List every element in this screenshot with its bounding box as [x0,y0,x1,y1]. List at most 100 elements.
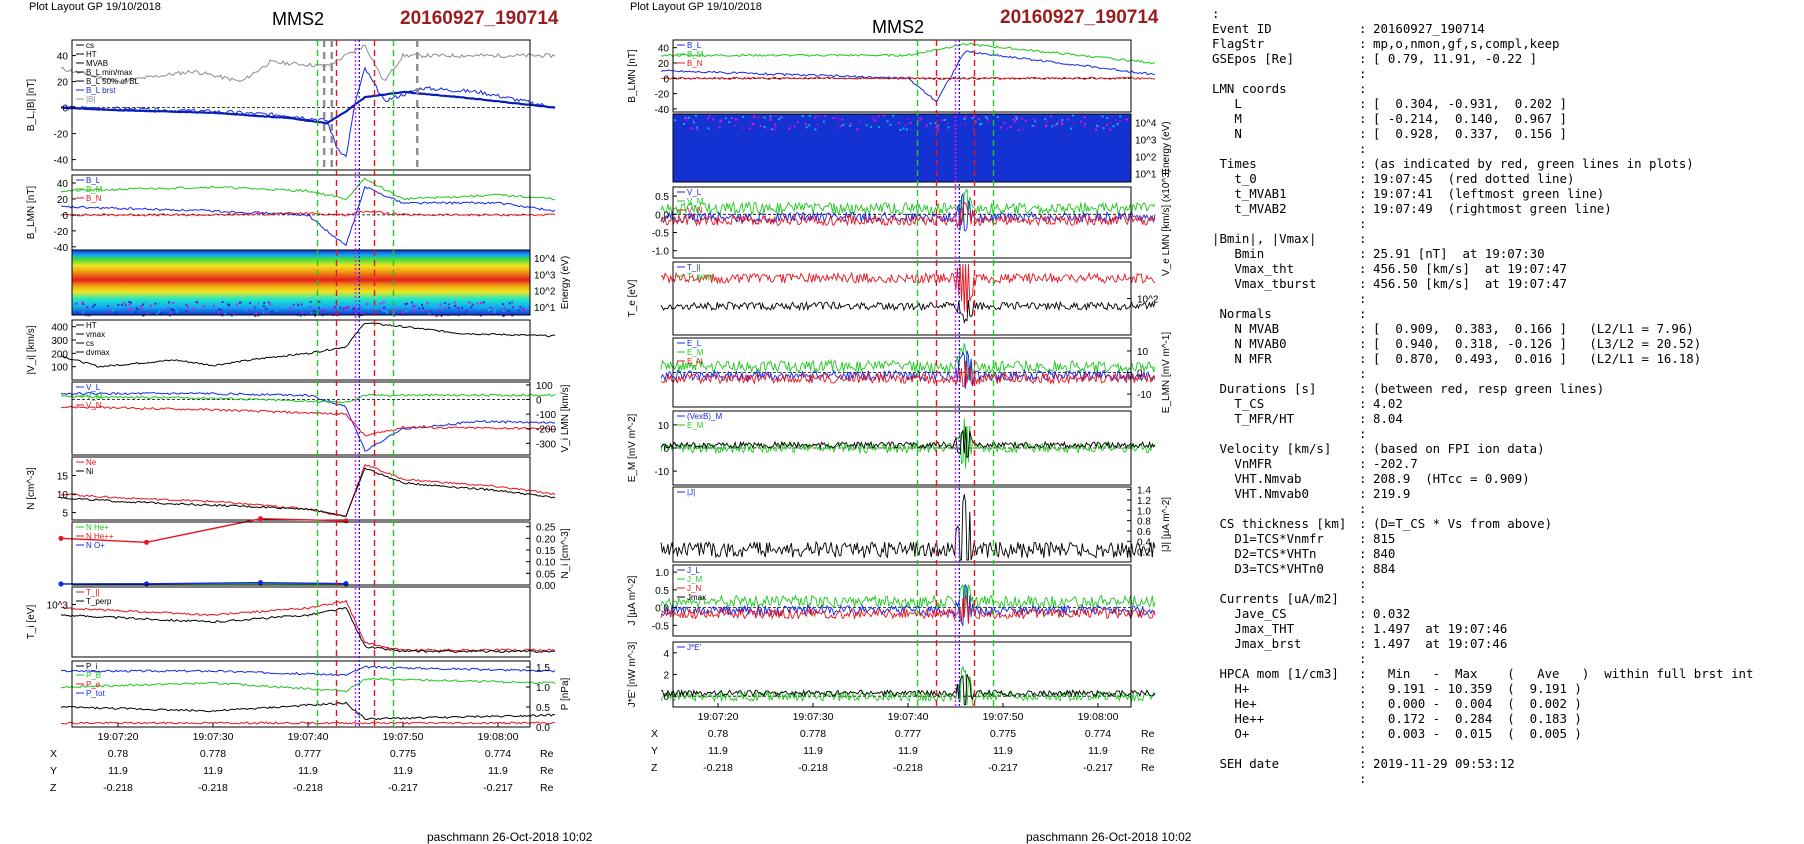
spectrogram-pixel [222,301,224,303]
spectrogram-pixel [1015,116,1017,118]
position-value: 11.9 [708,745,728,757]
spectrogram-pixel [674,119,676,121]
spectrogram-pixel [170,312,172,314]
legend-label: J_N [687,584,701,593]
spectrogram-pixel [375,307,377,309]
position-row-label: Z [50,782,57,794]
spectrogram-pixel [221,309,223,311]
info-value: 19:07:41 (leftmost green line) [1373,186,1604,201]
spectrogram-pixel [936,126,938,128]
spectrogram-pixel [818,115,820,117]
spectrogram-pixel [296,302,298,304]
legend-label: E_M [687,421,704,430]
y-tick-label: -20 [54,130,69,141]
spectrogram-pixel [857,128,859,130]
position-unit: Re [540,765,554,777]
info-colon: : [1359,651,1366,666]
info-key: CS thickness [km] [1212,516,1346,531]
spectrogram-pixel [390,311,392,313]
spectrogram-pixel [798,119,800,121]
spectrogram-pixel [270,303,272,305]
spectrogram-pixel [418,307,420,309]
energy-tick-label: 10^3 [1135,136,1157,147]
spectrogram-pixel [905,124,907,126]
panel-frame [72,320,530,380]
spectrogram-pixel [218,308,220,310]
y-tick-label: 1.0 [655,568,669,579]
spectrogram-pixel [775,114,777,116]
spectrogram-pixel [131,308,133,310]
spectrogram-pixel [225,302,227,304]
y-tick-label: 10 [1137,347,1149,358]
info-key: Jave_CS [1212,606,1287,621]
y-tick-label: 0 [663,74,669,85]
spectrogram-pixel [422,307,424,309]
spectrogram-pixel [980,123,982,125]
info-key: Jmax_brst [1212,636,1302,651]
spectrogram-pixel [504,307,506,309]
legend-label: N O+ [86,541,105,550]
series-ni-line [61,468,555,517]
panel-frame [72,382,530,455]
info-key: Vmax_tburst [1212,276,1316,291]
info-key: Event ID [1212,21,1272,36]
spectrogram-pixel [426,302,428,304]
position-value: 0.778 [200,748,226,760]
legend-label: HT [86,321,97,330]
info-value: 20160927_190714 [1373,21,1485,36]
info-value: [ 0.909, 0.383, 0.166 ] (L2/L1 = 7.96) [1373,321,1694,336]
spectrogram-pixel [421,304,423,306]
spectrogram-pixel [849,117,851,119]
info-value: Min - Max ( Ave ) within full brst int [1373,666,1753,681]
spectrogram-pixel [1032,125,1034,127]
spectrogram-pixel [742,116,744,118]
info-colon: : [1359,216,1366,231]
spectrogram-pixel [342,309,344,311]
y-tick-label: 400 [51,323,68,334]
spectrogram-pixel [883,117,885,119]
spectrogram-pixel [405,303,407,305]
spectrogram-pixel [254,307,256,309]
spectrogram-pixel [711,115,713,117]
trace-black-line [661,427,1155,458]
spectrogram-pixel [121,304,123,306]
spectrogram-pixel [490,311,492,313]
spectrogram-pixel [361,312,363,314]
spectrogram-pixel [873,116,875,118]
spectrogram-pixel [128,308,130,310]
y-axis-label: J [µA m^-2] [627,575,638,625]
y-axis-label: T_e [eV] [627,279,638,317]
info-key: He++ [1212,711,1264,726]
spectrogram-pixel [1102,116,1104,118]
info-key: D2=TCS*VHTn [1212,546,1316,561]
x-tick-label: 19:08:00 [1078,711,1119,723]
spectrogram-pixel [990,122,992,124]
spectrogram-pixel [257,302,259,304]
info-colon: : [1359,516,1366,531]
position-value: -0.217 [483,782,513,794]
spectrogram-pixel [1061,119,1063,121]
panel-frame [673,338,1131,407]
position-value: 11.9 [108,765,128,777]
series-v-l-line [61,393,555,452]
spectrogram-pixel [749,127,751,129]
y-tick-label: 0.2 [1137,548,1151,559]
info-key: Vmax_tht [1212,261,1294,276]
spectrogram-pixel [115,312,117,314]
spectrogram-pixel [265,308,267,310]
panel-frame [673,40,1131,112]
y-tick-label: 40 [658,44,670,55]
spectrogram-pixel [523,309,525,311]
spectrogram-pixel [849,125,851,127]
spectrogram-pixel [1067,118,1069,120]
spectrogram-pixel [918,117,920,119]
legend-label: P_tot [86,689,105,698]
spectrogram-pixel [509,302,511,304]
spectrogram-pixel [686,119,688,121]
spectrogram-pixel [815,115,817,117]
spectrogram-pixel [452,302,454,304]
spectrogram-pixel [789,126,791,128]
spectrogram-pixel [172,302,174,304]
spectrogram-pixel [293,304,295,306]
info-colon: : [1359,681,1366,696]
